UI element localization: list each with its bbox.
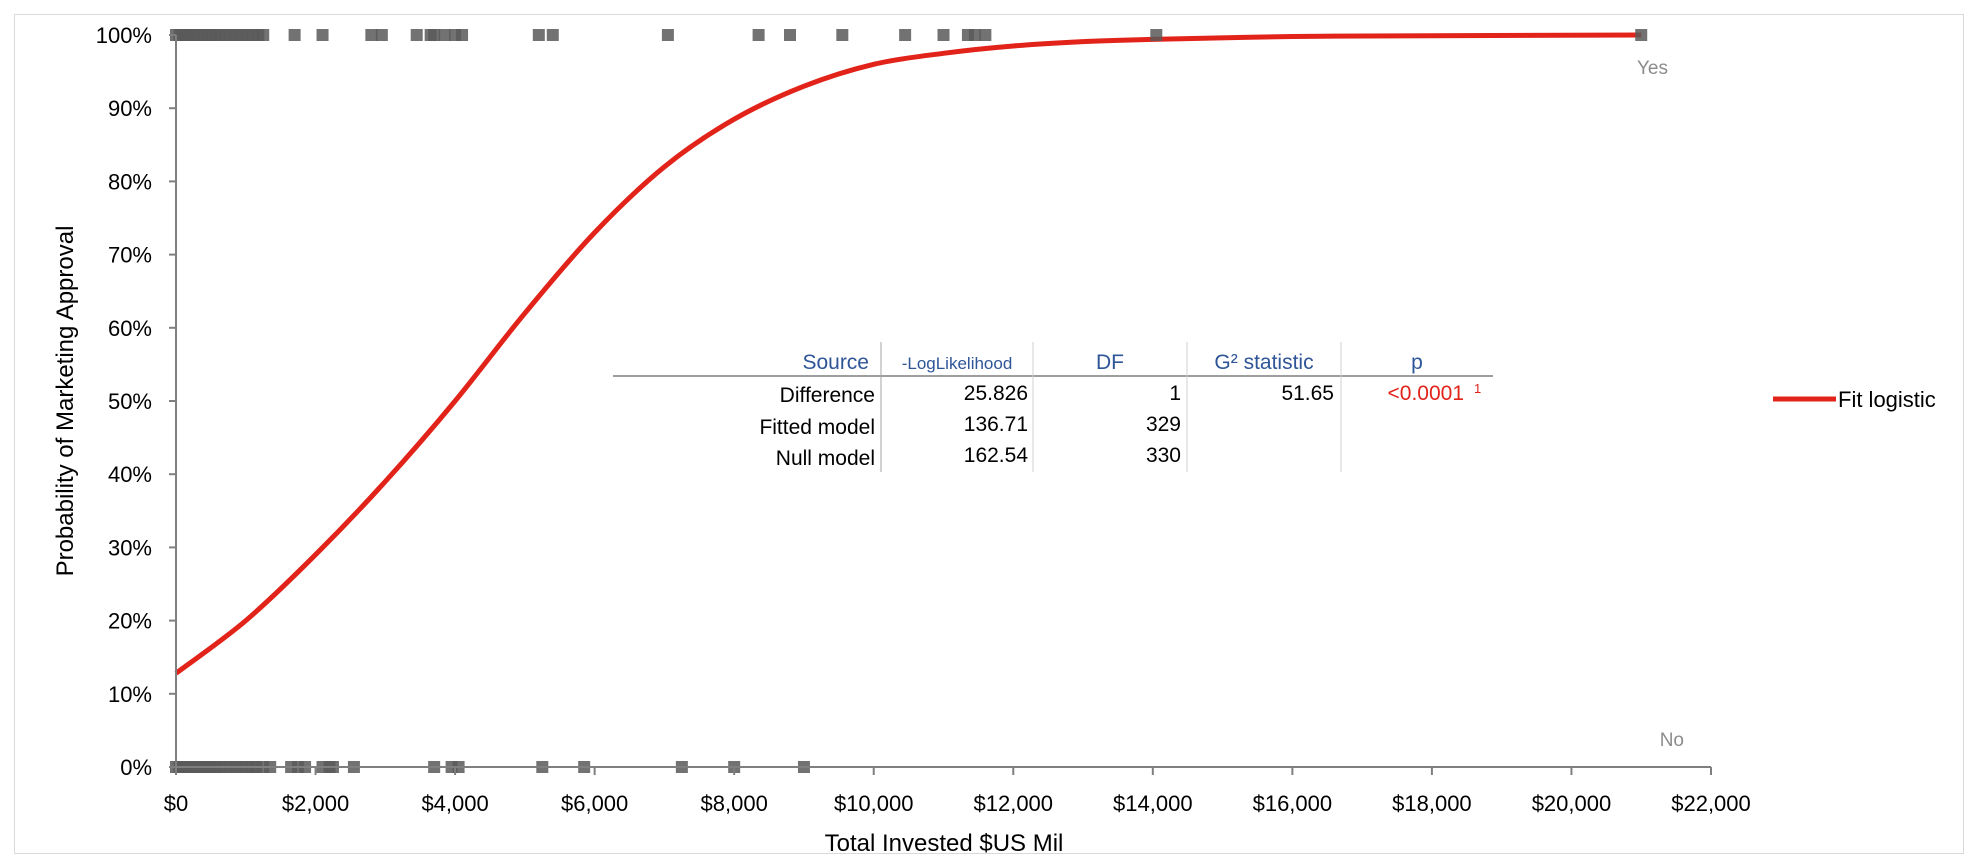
stats-header-df: DF — [1096, 351, 1124, 374]
stats-row-difference-loglik: 25.826 — [964, 382, 1028, 405]
yes-point — [899, 29, 912, 41]
yes-point — [438, 29, 451, 41]
y-tick-label: 50% — [108, 389, 152, 414]
yes-point — [968, 29, 981, 41]
x-tick-label: $2,000 — [282, 791, 349, 816]
legend: Fit logistic — [1773, 387, 1936, 412]
stats-row-fitted-source: Fitted model — [759, 416, 875, 439]
y-tick-label: 80% — [108, 169, 152, 194]
yes-point — [257, 29, 270, 41]
yes-point — [546, 29, 559, 41]
stats-header-loglik: -LogLikelihood — [902, 354, 1013, 373]
stats-row-difference-source: Difference — [780, 384, 875, 407]
stats-row-difference-p: <0.0001 — [1388, 382, 1465, 405]
yes-point — [937, 29, 950, 41]
stats-header-source: Source — [802, 351, 869, 374]
y-ticks: 0% 10% 20% 30% 40% 50% 60% 70% 80% 90% 100% — [96, 23, 176, 780]
x-ticks: $0 $2,000 $4,000 $6,000 $8,000 $10,000 $12,000… — [164, 767, 1751, 816]
y-tick-label: 90% — [108, 96, 152, 121]
y-axis-title: Probability of Marketing Approval — [52, 226, 79, 577]
y-tick-label: 0% — [120, 755, 152, 780]
x-tick-label: $6,000 — [561, 791, 628, 816]
yes-point — [316, 29, 329, 41]
x-tick-label: $20,000 — [1532, 791, 1612, 816]
yes-point — [365, 29, 378, 41]
stats-p-footnote: 1 — [1474, 381, 1481, 396]
yes-point — [784, 29, 796, 41]
yes-point — [288, 29, 301, 41]
x-tick-label: $4,000 — [421, 791, 488, 816]
yes-point — [375, 29, 388, 41]
logistic-chart: 0% 10% 20% 30% 40% 50% 60% 70% 80% 90% 100% $0 $2,0… — [52, 23, 1936, 857]
stats-table: Source -LogLikelihood DF G² statistic p … — [613, 342, 1493, 472]
stats-header-g2: G² statistic — [1214, 351, 1313, 374]
x-tick-label: $22,000 — [1671, 791, 1751, 816]
stats-row-fitted-loglik: 136.71 — [964, 413, 1028, 436]
stats-row-fitted-df: 329 — [1146, 413, 1181, 436]
yes-point — [661, 29, 674, 41]
yes-point — [532, 29, 545, 41]
x-tick-label: $14,000 — [1113, 791, 1193, 816]
stats-row-null-df: 330 — [1146, 444, 1181, 467]
chart-frame: 0% 10% 20% 30% 40% 50% 60% 70% 80% 90% 100% $0 $2,0… — [14, 14, 1964, 857]
x-tick-label: $16,000 — [1253, 791, 1333, 816]
yes-point — [410, 29, 423, 41]
x-tick-label: $18,000 — [1392, 791, 1472, 816]
y-tick-label: 60% — [108, 316, 152, 341]
stats-row-null-source: Null model — [776, 447, 875, 470]
y-tick-label: 30% — [108, 535, 152, 560]
y-tick-label: 100% — [96, 23, 152, 48]
x-tick-label: $0 — [164, 791, 188, 816]
yes-point — [428, 29, 441, 41]
yes-label: Yes — [1637, 58, 1668, 79]
no-label: No — [1660, 730, 1684, 751]
stats-row-difference-g2: 51.65 — [1281, 382, 1334, 405]
yes-point — [979, 29, 992, 41]
yes-point — [752, 29, 765, 41]
fit-logistic-line — [174, 32, 1642, 676]
stats-row-null-loglik: 162.54 — [964, 444, 1029, 467]
x-tick-label: $12,000 — [974, 791, 1054, 816]
y-tick-label: 10% — [108, 682, 152, 707]
x-axis-title: Total Invested $US Mil — [825, 830, 1064, 855]
legend-label-fit-logistic: Fit logistic — [1838, 387, 1936, 412]
yes-point — [1150, 29, 1163, 41]
yes-point — [456, 29, 469, 41]
y-tick-label: 70% — [108, 243, 152, 268]
x-tick-label: $10,000 — [834, 791, 914, 816]
stats-header-p: p — [1411, 351, 1423, 374]
yes-point — [836, 29, 849, 41]
stats-row-difference-df: 1 — [1169, 382, 1181, 405]
yes-point — [1635, 29, 1648, 41]
fit-line-layer — [174, 32, 1642, 676]
x-tick-label: $8,000 — [701, 791, 768, 816]
y-tick-label: 40% — [108, 462, 152, 487]
axes — [175, 35, 1711, 768]
y-tick-label: 20% — [108, 609, 152, 634]
